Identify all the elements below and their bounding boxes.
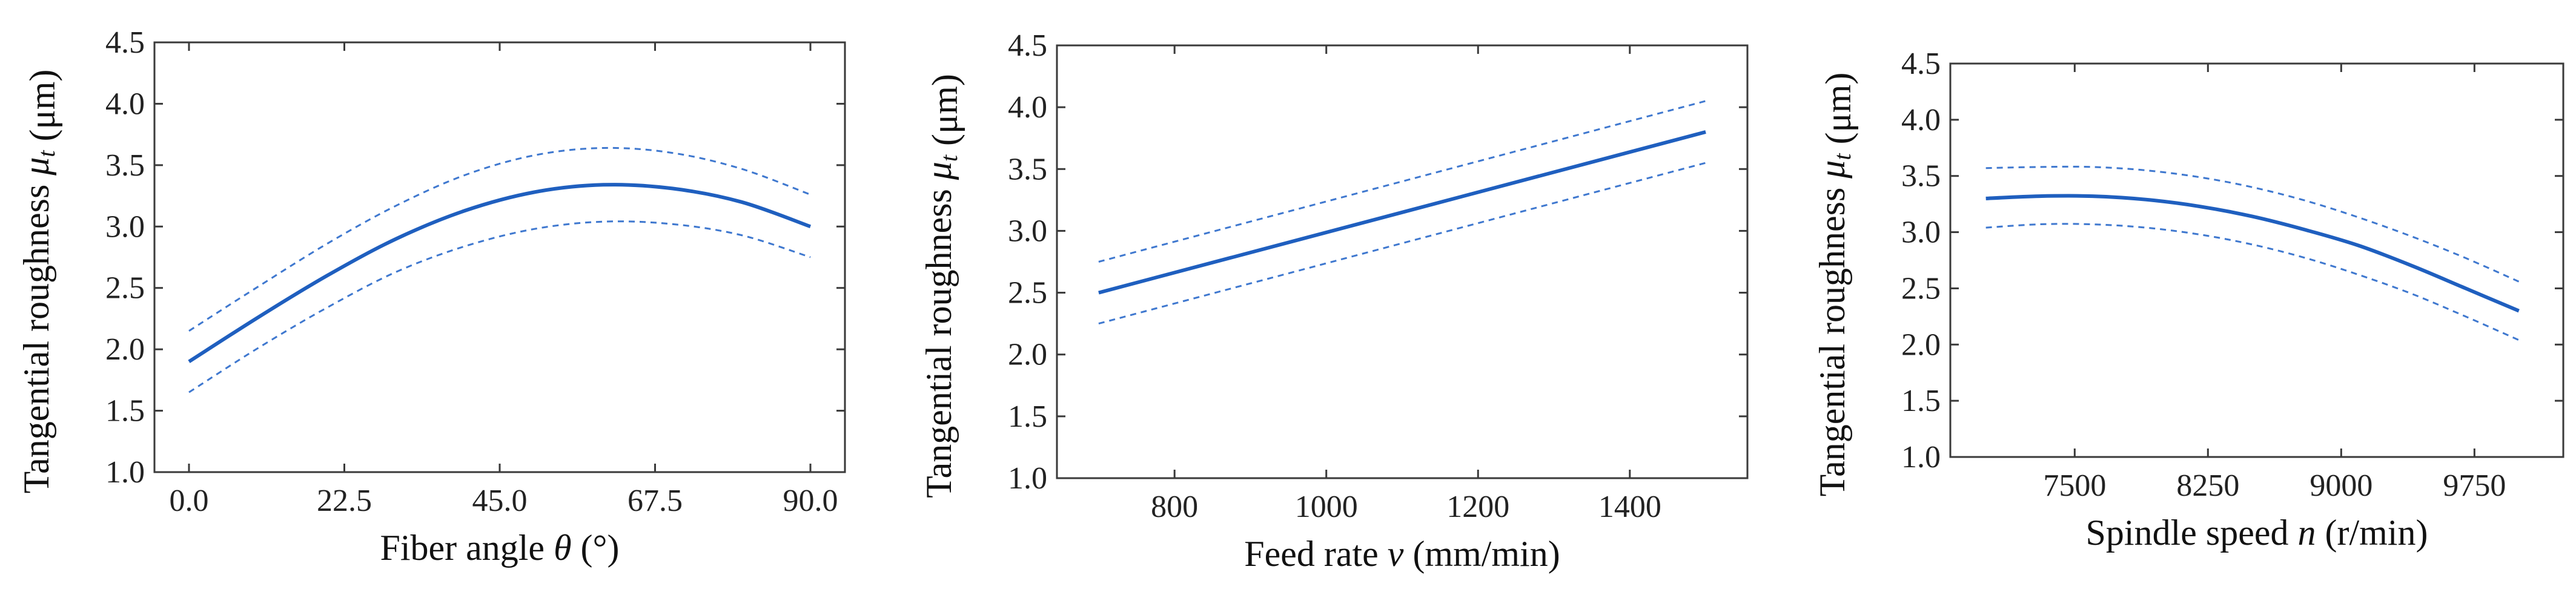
y-axis-label: Tangential roughness μt (μm)	[1812, 73, 1858, 497]
y-tick-label: 2.0	[1901, 327, 1941, 362]
x-tick-label: 800	[1151, 490, 1198, 524]
y-tick-label: 2.5	[1901, 271, 1941, 306]
y-tick-label: 1.5	[105, 394, 145, 429]
x-axis-label: Fiber angle θ (°)	[380, 528, 619, 568]
y-tick-label: 2.0	[1008, 338, 1047, 372]
y-axis-label: Tangential roughness μt (μm)	[919, 74, 965, 498]
x-tick-label: 7500	[2043, 468, 2106, 503]
y-tick-label: 1.5	[1008, 399, 1047, 434]
x-axis-label: Feed rate v (mm/min)	[1244, 534, 1560, 574]
y-tick-label: 4.0	[1901, 103, 1941, 137]
y-tick-label: 3.0	[1901, 215, 1941, 250]
mean-line	[188, 183, 812, 363]
y-tick-label: 3.5	[105, 148, 145, 183]
lower-bound-line	[1985, 223, 2520, 341]
mean-line	[1985, 194, 2520, 313]
chart-feed-rate: 1.0 1.5 2.0 2.5 3.0 3.5 4.0 4.5 800 1000 1200 1400 F…	[919, 28, 1749, 574]
plot-frame	[153, 41, 846, 473]
x-axis-label: Spindle speed n (r/min)	[2086, 513, 2428, 553]
y-tick-label: 3.5	[1901, 159, 1941, 194]
y-tick-label: 1.0	[1008, 461, 1047, 496]
y-tick-label: 4.5	[1008, 28, 1047, 63]
x-tick-label: 22.5	[317, 484, 372, 518]
y-tick-label: 1.5	[1901, 384, 1941, 418]
chart-spindle-speed: 1.0 1.5 2.0 2.5 3.0 3.5 4.0 4.5 7500 8250 9000 9750…	[1812, 47, 2564, 553]
chart-fiber-angle: 1.0 1.5 2.0 2.5 3.0 3.5 4.0 4.5 0.0 22.5 45.0 67.5 9…	[16, 25, 846, 568]
y-tick-label: 1.0	[1901, 440, 1941, 475]
x-tick-label: 0.0	[170, 484, 209, 518]
x-tick-label: 67.5	[627, 484, 683, 518]
upper-bound-line	[1985, 165, 2520, 283]
x-tick-label: 9750	[2443, 468, 2506, 503]
lower-bound-line	[188, 220, 811, 393]
plot-frame	[1056, 44, 1749, 479]
y-tick-label: 1.0	[105, 455, 145, 490]
upper-bound-line	[1098, 100, 1706, 263]
y-tick-label: 4.5	[1901, 47, 1941, 81]
plot-frame	[1949, 62, 2564, 458]
y-axis-label: Tangential roughness μt (μm)	[16, 70, 62, 494]
x-tick-label: 8250	[2176, 468, 2239, 503]
y-tick-label: 3.0	[1008, 214, 1047, 248]
x-tick-label: 45.0	[472, 484, 528, 518]
y-tick-label: 4.0	[105, 87, 145, 121]
x-tick-label: 1200	[1446, 490, 1509, 524]
y-tick-label: 2.5	[105, 271, 145, 306]
y-tick-label: 3.0	[105, 209, 145, 244]
x-tick-label: 1000	[1295, 490, 1358, 524]
mean-line	[1098, 130, 1706, 295]
lower-bound-line	[1098, 162, 1706, 325]
x-tick-label: 1400	[1598, 490, 1661, 524]
x-tick-label: 90.0	[783, 484, 838, 518]
y-tick-label: 4.5	[105, 25, 145, 60]
y-tick-label: 4.0	[1008, 90, 1047, 125]
x-tick-label: 9000	[2309, 468, 2372, 503]
y-tick-label: 2.0	[105, 332, 145, 367]
y-tick-label: 3.5	[1008, 152, 1047, 186]
y-tick-label: 2.5	[1008, 276, 1047, 310]
